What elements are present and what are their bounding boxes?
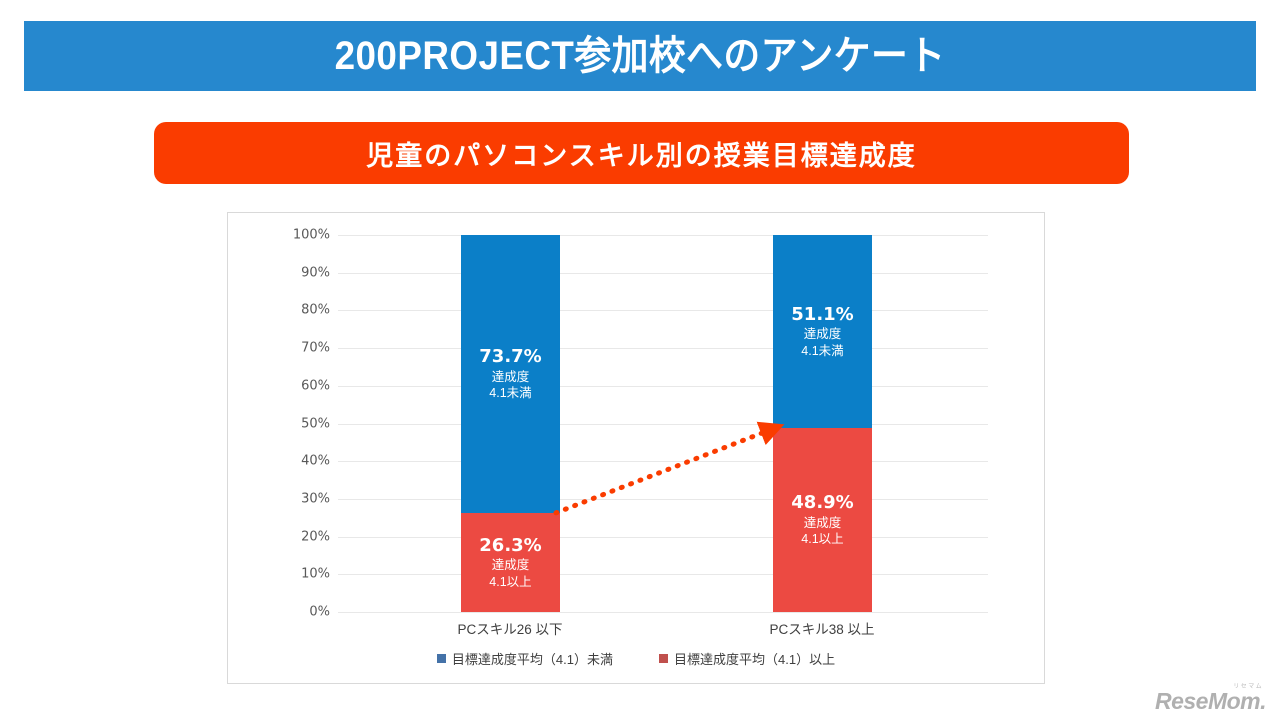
y-axis-tick-label: 40%	[301, 453, 330, 469]
y-axis-tick-label: 80%	[301, 302, 330, 318]
gridline	[338, 348, 988, 350]
bar-sublabel-line2: 4.1未満	[489, 386, 532, 401]
subtitle-text: 児童のパソコンスキル別の授業目標達成度	[366, 140, 917, 171]
gridline	[338, 612, 988, 613]
gridline	[338, 235, 988, 236]
chart-panel: 100% 90% 80% 70% 60% 50% 40% 30% 20% 10% 0% 73.7% 達…	[227, 212, 1045, 684]
bar-sublabel-line1: 達成度	[803, 327, 842, 342]
bar-segment-lower[interactable]: 26.3% 達成度 4.1以上	[461, 512, 560, 612]
legend-swatch-icon-upper	[436, 654, 446, 663]
bar-value-label: 48.9%	[791, 492, 854, 514]
legend-label-upper: 目標達成度平均（4.1）未満	[451, 652, 613, 667]
y-axis-tick-label: 10%	[301, 566, 330, 582]
bar-sublabel-line2: 4.1以上	[489, 574, 532, 589]
title-banner: 200PROJECT参加校へのアンケート	[24, 21, 1256, 91]
bar-sublabel-line1: 達成度	[803, 515, 842, 530]
bar-group[interactable]: 73.7% 達成度 4.1未満 26.3% 達成度 4.1以上	[461, 235, 560, 612]
bar-segment-upper[interactable]: 51.1% 達成度 4.1未満	[773, 235, 872, 428]
watermark-kana: リセマム	[1233, 684, 1263, 690]
watermark: リセマム ReseMom.	[1154, 681, 1267, 714]
gridline	[338, 385, 988, 387]
gridline	[338, 272, 988, 274]
gridline	[338, 461, 988, 463]
page-title: 200PROJECT参加校へのアンケート	[334, 34, 946, 78]
legend-label-lower: 目標達成度平均（4.1）以上	[674, 652, 836, 667]
bar-value-label: 51.1%	[791, 303, 854, 325]
watermark-name: ReseMom.	[1154, 688, 1267, 714]
y-axis-tick-label: 100%	[292, 227, 330, 243]
plot-area: 100% 90% 80% 70% 60% 50% 40% 30% 20% 10% 0% 73.7% 達…	[293, 228, 988, 620]
y-axis-tick-label: 30%	[301, 491, 330, 507]
y-axis-tick-label: 0%	[309, 604, 330, 620]
y-axis-tick-label: 20%	[301, 529, 330, 545]
chart-legend: 目標達成度平均（4.1）未満 目標達成度平均（4.1）以上	[228, 649, 1044, 668]
y-axis-tick-label: 60%	[301, 378, 330, 394]
y-axis-tick-label: 50%	[301, 416, 330, 431]
x-axis-label-0: PCスキル26 以下	[457, 622, 563, 637]
legend-swatch-icon-lower	[659, 654, 668, 663]
bar-sublabel-line1: 達成度	[491, 558, 530, 573]
subtitle-bar: 児童のパソコンスキル別の授業目標達成度	[154, 122, 1129, 184]
bar-value-label: 26.3%	[479, 534, 542, 556]
bar-value-label: 73.7%	[479, 346, 542, 368]
gridline	[338, 574, 988, 576]
gridline	[338, 423, 988, 425]
bar-sublabel-line2: 4.1以上	[801, 532, 844, 547]
gridline	[338, 498, 988, 500]
bar-group[interactable]: 51.1% 達成度 4.1未満 48.9% 達成度 4.1以上	[773, 235, 872, 612]
legend-item-lower: 目標達成度平均（4.1）以上	[659, 649, 835, 668]
gridline	[338, 310, 988, 312]
y-axis-tick-label: 70%	[301, 340, 330, 356]
bar-segment-lower[interactable]: 48.9% 達成度 4.1以上	[773, 427, 872, 612]
x-axis-label-1: PCスキル38 以上	[769, 622, 875, 637]
bar-sublabel-line2: 4.1未満	[801, 343, 844, 358]
x-axis-labels: PCスキル26 以下 PCスキル38 以上	[338, 618, 988, 642]
gridline	[338, 536, 988, 538]
bar-segment-upper[interactable]: 73.7% 達成度 4.1未満	[461, 235, 560, 513]
bar-sublabel-line1: 達成度	[491, 369, 530, 384]
legend-item-upper: 目標達成度平均（4.1）未満	[436, 649, 613, 668]
y-axis-tick-label: 90%	[301, 265, 330, 281]
